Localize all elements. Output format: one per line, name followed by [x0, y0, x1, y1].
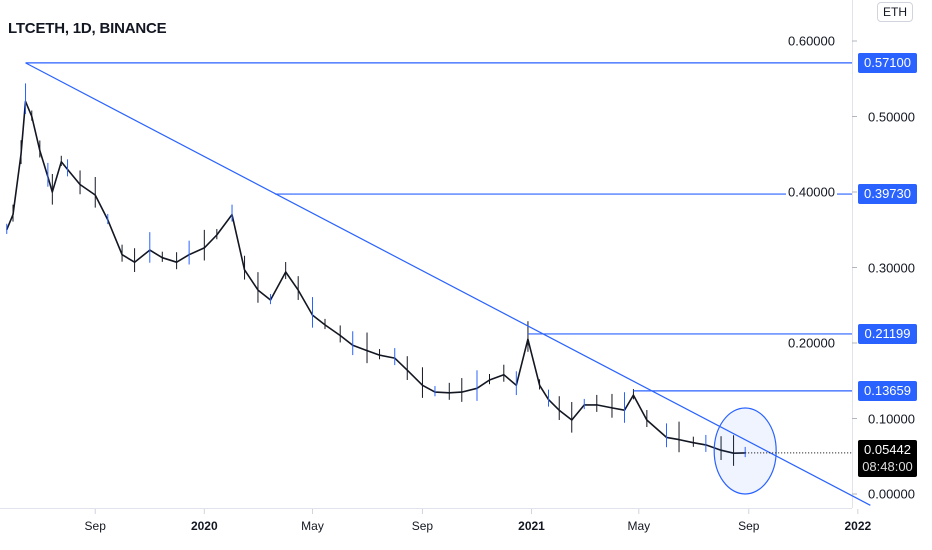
last-price-value: 0.05442 [864, 442, 911, 457]
chart-title: LTCETH, 1D, BINANCE [8, 20, 167, 37]
y-tick-label: 0.60000 [786, 33, 837, 49]
y-tick-label: 0.30000 [868, 260, 915, 275]
y-tick-label: 0.00000 [868, 486, 915, 502]
level-price-tag: 0.39730 [858, 184, 917, 205]
highlight-ellipse [713, 407, 777, 495]
level-price-tag: 0.57100 [858, 52, 917, 73]
x-tick-label: May [301, 519, 324, 533]
x-tick-label: May [627, 519, 651, 533]
y-tick-label: 0.40000 [786, 184, 837, 200]
y-tick-label: 0.20000 [786, 335, 837, 351]
x-tick-label: Sep [411, 519, 434, 533]
x-tick-label: 2021 [518, 519, 545, 533]
x-tick-label: 2020 [190, 519, 218, 533]
x-tick-label: 2022 [844, 519, 872, 533]
level-price-tag: 0.13659 [858, 380, 917, 401]
bar-countdown: 08:48:00 [862, 459, 913, 474]
y-tick-label: 0.50000 [868, 109, 915, 124]
price-series-line [5, 100, 746, 454]
level-price-tag: 0.21199 [858, 323, 917, 344]
descending-trendline [25, 62, 871, 506]
x-tick-label: Sep [84, 519, 106, 533]
last-price-tag: 0.05442 08:48:00 [858, 440, 917, 477]
y-tick-label: 0.10000 [868, 411, 915, 426]
x-tick-label: Sep [738, 519, 760, 533]
currency-button[interactable]: ETH [877, 2, 913, 22]
